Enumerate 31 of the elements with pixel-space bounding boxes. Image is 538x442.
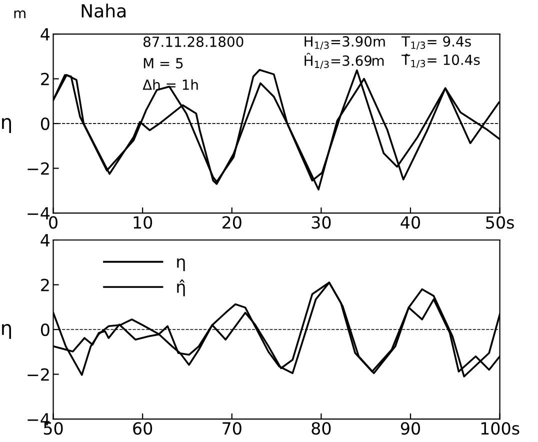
legend-label: η̂ (177, 279, 185, 296)
x-tick-label: 80 (312, 422, 331, 435)
y-tick-label: −2 (28, 162, 49, 175)
x-tick-label: 30 (312, 216, 331, 229)
x-tick-label: 90 (400, 422, 420, 435)
y-tick-label: 4 (40, 28, 50, 40)
x-tick-label: 60 (133, 422, 152, 435)
x-tick-label: 70 (222, 422, 242, 435)
chart-title: Naha (82, 4, 126, 18)
annotation: T$_{1/3}$= 9.4s (402, 36, 471, 50)
annotation: H$_{1/3}$=3.90m (304, 36, 385, 50)
x-tick-label: 40 (400, 216, 420, 229)
annotation: T̂$_{1/3}$= 10.4s (402, 54, 480, 68)
y-tick-label: 0 (40, 323, 50, 336)
x-tick-label: 20 (222, 216, 242, 229)
y-tick-label: 4 (40, 234, 50, 246)
x-tick-label: 100s (481, 422, 520, 435)
text: m (14, 10, 26, 18)
x-tick-label: 50s (486, 216, 514, 229)
y-axis-title: η (2, 118, 11, 133)
y-tick-label: 0 (40, 118, 50, 130)
legend-label: η (177, 258, 185, 272)
y-tick-label: −2 (28, 368, 49, 381)
y-tick-label: 2 (41, 278, 49, 292)
annotation: M = 5 (144, 58, 183, 68)
y-axis-title: η (2, 324, 11, 339)
x-tick-label: 10 (134, 216, 152, 229)
y-tick-label: 2 (41, 72, 49, 86)
y-tick-label: −4 (28, 207, 50, 220)
annotation: 87.11.28.1800 (144, 36, 244, 48)
annotation: Ĥ$_{1/3}$=3.69m (304, 52, 384, 69)
